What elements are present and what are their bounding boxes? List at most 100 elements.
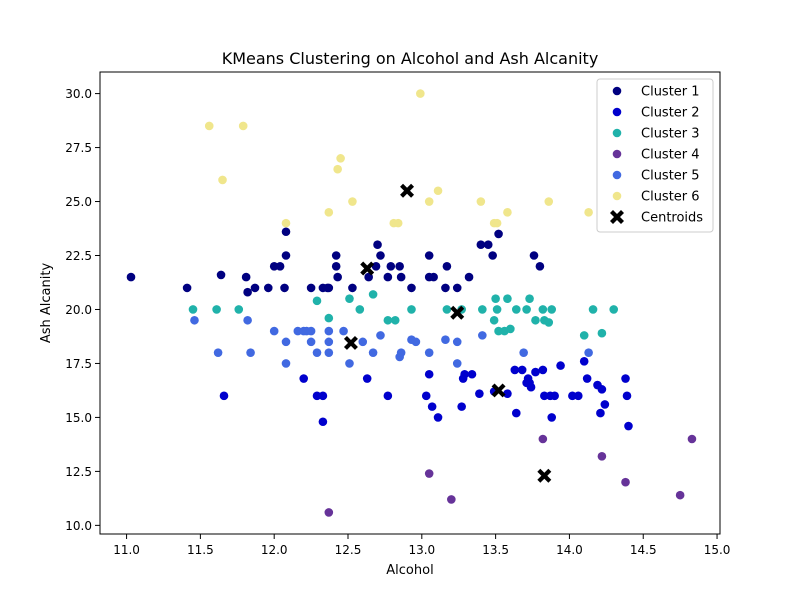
data-point <box>489 315 499 325</box>
data-point <box>250 283 260 293</box>
data-point <box>393 218 403 228</box>
data-point <box>550 391 559 401</box>
data-point <box>371 261 381 271</box>
data-point <box>182 283 192 293</box>
y-tick-label: 10.0 <box>65 519 92 533</box>
centroid-marker <box>400 183 415 198</box>
data-point <box>333 272 342 282</box>
data-point <box>478 305 487 314</box>
data-point <box>584 208 593 217</box>
centroid-marker <box>491 383 506 398</box>
data-point <box>263 283 273 293</box>
data-point <box>376 251 385 260</box>
legend-marker <box>612 170 622 180</box>
centroid-marker <box>537 468 552 483</box>
legend-item-cluster-2: Cluster 2 <box>612 106 700 121</box>
data-point <box>395 261 404 271</box>
data-point <box>411 337 421 347</box>
data-point <box>212 305 221 314</box>
data-point <box>511 408 521 418</box>
data-point <box>531 315 540 325</box>
data-point <box>424 469 434 478</box>
legend-item-cluster-3: Cluster 3 <box>612 127 700 142</box>
data-point <box>452 283 462 293</box>
legend-item-cluster-5: Cluster 5 <box>612 169 700 184</box>
data-point <box>306 326 316 336</box>
legend-item-cluster-6: Cluster 6 <box>612 190 700 205</box>
legend-marker <box>612 107 622 117</box>
data-point <box>588 305 598 314</box>
data-point <box>596 408 605 418</box>
data-point <box>416 89 425 98</box>
data-point <box>579 331 589 340</box>
data-point <box>281 251 291 260</box>
data-point <box>219 391 229 401</box>
legend-label: Cluster 4 <box>641 148 700 163</box>
data-point <box>526 382 536 392</box>
data-point <box>275 261 285 271</box>
data-point <box>452 359 462 368</box>
data-point <box>540 391 549 401</box>
data-point <box>355 305 365 314</box>
data-point <box>424 197 434 206</box>
data-point <box>544 318 554 327</box>
data-point <box>345 294 354 303</box>
x-tick-label: 13.0 <box>408 543 435 557</box>
data-point <box>383 315 393 325</box>
data-point <box>324 313 334 323</box>
data-point <box>218 175 227 185</box>
legend-label: Centroids <box>641 211 703 226</box>
legend-item-centroids: Centroids <box>610 210 703 226</box>
legend-label: Cluster 6 <box>641 190 700 205</box>
x-tick-label: 11.0 <box>113 543 140 557</box>
data-point <box>213 348 223 357</box>
data-point <box>525 294 534 303</box>
data-point <box>522 305 531 314</box>
data-point <box>467 369 477 379</box>
data-point <box>573 391 583 401</box>
data-point <box>427 402 437 411</box>
data-point <box>584 348 593 357</box>
data-point <box>383 272 393 282</box>
data-point <box>216 270 226 280</box>
data-point <box>457 402 466 411</box>
data-point <box>331 251 341 260</box>
data-point <box>510 365 520 375</box>
data-point <box>547 413 557 422</box>
data-point <box>188 305 198 314</box>
y-tick-label: 20.0 <box>65 303 92 317</box>
data-point <box>362 374 372 383</box>
centroid-marker <box>450 305 465 320</box>
data-point <box>281 218 291 228</box>
data-point <box>234 305 244 314</box>
legend-centroid-marker <box>610 210 624 224</box>
data-point <box>269 326 279 336</box>
data-point <box>503 208 512 217</box>
series-cluster-1 <box>126 227 545 297</box>
x-tick-label: 12.5 <box>335 543 362 557</box>
data-point <box>687 434 697 444</box>
data-point <box>336 154 345 163</box>
data-point <box>390 315 400 325</box>
data-point <box>306 337 316 347</box>
data-point <box>476 197 486 206</box>
data-point <box>281 337 291 347</box>
data-point <box>464 272 474 282</box>
data-point <box>622 391 632 401</box>
x-axis-ticks: 11.0 11.5 12.0 12.5 13.0 13.5 14.0 14.5 15.0 <box>113 534 730 557</box>
data-point <box>506 324 515 334</box>
points-layer <box>126 89 697 517</box>
x-tick-label: 13.5 <box>482 543 509 557</box>
centroid-marker <box>360 261 375 276</box>
data-point <box>433 186 443 196</box>
data-point <box>492 218 502 228</box>
data-point <box>383 391 393 401</box>
data-point <box>475 389 484 398</box>
legend-marker <box>612 128 622 138</box>
data-point <box>556 361 565 370</box>
data-point <box>609 305 619 314</box>
data-point <box>460 369 469 379</box>
x-tick-label: 14.5 <box>630 543 657 557</box>
data-point <box>424 251 434 260</box>
